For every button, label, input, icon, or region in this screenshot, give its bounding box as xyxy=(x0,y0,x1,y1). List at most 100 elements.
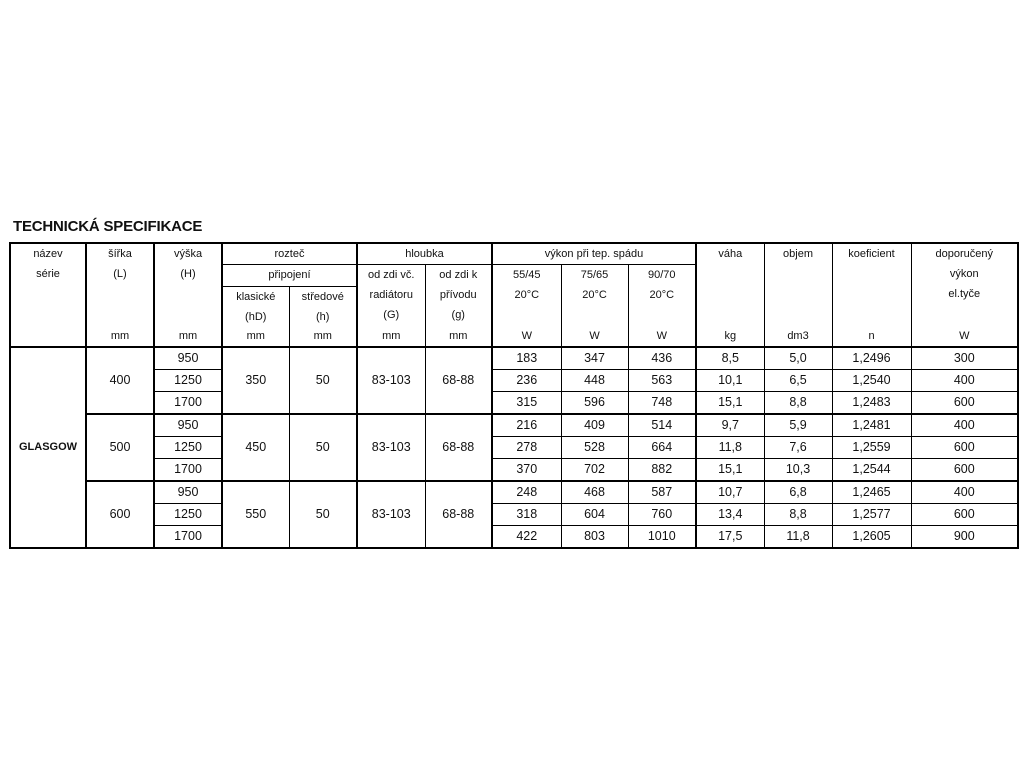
output-90-70-value: 563 xyxy=(627,368,697,392)
weight-value: 9,7 xyxy=(695,412,765,437)
depth-g-value: 68-88 xyxy=(424,412,493,481)
weight-value: 15,1 xyxy=(695,457,765,481)
table-row: 1250 236 448 563 10,1 6,5 1,2540 400 xyxy=(10,368,1019,392)
volume-value: 6,8 xyxy=(763,479,833,504)
coefficient-value: 1,2483 xyxy=(831,390,912,414)
output-75-65-value: 347 xyxy=(560,345,629,370)
volume-value: 8,8 xyxy=(763,502,833,526)
header-label: radiátoru xyxy=(369,289,413,301)
header-label: (hD) xyxy=(245,311,267,323)
col-connection: připojení xyxy=(221,264,358,287)
table-row: 1700 315 596 748 15,1 8,8 1,2483 600 xyxy=(10,390,1019,414)
series-name: GLASGOW xyxy=(9,345,87,548)
weight-value: 10,1 xyxy=(695,368,765,392)
header-label: (G) xyxy=(383,309,400,321)
table-row: 1250 278 528 664 11,8 7,6 1,2559 600 xyxy=(10,435,1019,459)
header-label: kg xyxy=(724,329,737,342)
recommended-power-value: 400 xyxy=(910,479,1019,504)
output-55-45-value: 422 xyxy=(491,524,562,548)
header-label: (H) xyxy=(180,268,196,280)
weight-value: 17,5 xyxy=(695,524,765,548)
col-out-55-45: 55/45 20°C W xyxy=(491,264,562,347)
output-75-65-value: 596 xyxy=(560,390,629,414)
volume-value: 5,9 xyxy=(763,412,833,437)
recommended-power-value: 600 xyxy=(910,390,1019,414)
col-weight: váha kg xyxy=(695,242,765,347)
output-90-70-value: 882 xyxy=(627,457,697,481)
height-value: 950 xyxy=(153,345,223,370)
header-label: výkon xyxy=(949,268,979,280)
output-90-70-value: 1010 xyxy=(627,524,697,548)
output-90-70-value: 436 xyxy=(627,345,697,370)
coefficient-value: 1,2540 xyxy=(831,368,912,392)
header-label: od zdi k xyxy=(439,269,478,281)
header-label: (L) xyxy=(113,268,127,280)
height-value: 1250 xyxy=(153,502,223,526)
header-label: W xyxy=(656,329,667,342)
col-volume: objem dm3 xyxy=(763,242,833,347)
height-value: 1700 xyxy=(153,390,223,414)
output-55-45-value: 315 xyxy=(491,390,562,414)
header-label: 20°C xyxy=(582,289,607,301)
spec-table: název série šířka (L) mm výška (H) mm rozteč … xyxy=(9,242,1020,549)
header-label: klasické xyxy=(236,291,276,303)
col-depth-G: od zdi vč. radiátoru (G) mm xyxy=(356,264,426,347)
col-depth: hloubka xyxy=(355,242,493,265)
height-value: 1700 xyxy=(153,457,223,481)
header-label: n xyxy=(868,329,875,342)
output-55-45-value: 278 xyxy=(491,435,562,459)
table-row: GLASGOW 400 950 350 50 83-103 68-88 183 347 436 8,… xyxy=(9,345,1019,548)
volume-value: 8,8 xyxy=(763,390,833,414)
col-rec: doporučený výkon el.tyče W xyxy=(910,242,1019,347)
output-75-65-value: 409 xyxy=(560,412,629,437)
volume-value: 11,8 xyxy=(763,524,833,548)
depth-g-value: 68-88 xyxy=(424,345,493,414)
output-90-70-value: 587 xyxy=(627,479,697,504)
output-75-65-value: 468 xyxy=(560,479,629,504)
weight-value: 13,4 xyxy=(695,502,765,526)
pitch-classic-value: 350 xyxy=(221,345,290,414)
weight-value: 15,1 xyxy=(695,390,765,414)
output-90-70-value: 514 xyxy=(627,412,697,437)
page-title: TECHNICKÁ SPECIFIKACE xyxy=(13,218,203,235)
col-depth-g: od zdi k přívodu (g) mm xyxy=(424,264,493,347)
header-label: el.tyče xyxy=(948,288,981,300)
recommended-power-value: 600 xyxy=(910,435,1019,459)
depth-G-value: 83-103 xyxy=(356,479,426,548)
output-75-65-value: 604 xyxy=(560,502,629,526)
volume-value: 7,6 xyxy=(763,435,833,459)
col-width: šířka (L) mm xyxy=(85,242,155,347)
header-label: 55/45 xyxy=(513,269,541,281)
width-value: 400 xyxy=(85,345,155,414)
header-label: mm xyxy=(246,329,265,342)
coefficient-value: 1,2496 xyxy=(831,345,912,370)
depth-g-value: 68-88 xyxy=(424,479,493,548)
coefficient-value: 1,2544 xyxy=(831,457,912,481)
width-value: 600 xyxy=(85,479,155,548)
output-90-70-value: 664 xyxy=(627,435,697,459)
pitch-classic-value: 550 xyxy=(221,479,290,548)
output-75-65-value: 528 xyxy=(560,435,629,459)
output-55-45-value: 318 xyxy=(491,502,562,526)
coefficient-value: 1,2481 xyxy=(831,412,912,437)
col-series: název série xyxy=(9,242,87,347)
recommended-power-value: 600 xyxy=(910,457,1019,481)
pitch-classic-value: 450 xyxy=(221,412,290,481)
weight-value: 8,5 xyxy=(695,345,765,370)
coefficient-value: 1,2605 xyxy=(831,524,912,548)
output-55-45-value: 216 xyxy=(491,412,562,437)
table-header: název série šířka (L) mm výška (H) mm rozteč … xyxy=(9,242,1019,347)
table-body: GLASGOW 400 950 350 50 83-103 68-88 183 347 436 8,… xyxy=(9,345,1019,548)
col-classic: klasické (hD) mm xyxy=(221,286,290,347)
header-label: mm xyxy=(449,329,468,342)
depth-G-value: 83-103 xyxy=(356,412,426,481)
height-value: 1250 xyxy=(153,368,223,392)
output-75-65-value: 448 xyxy=(560,368,629,392)
coefficient-value: 1,2559 xyxy=(831,435,912,459)
output-55-45-value: 236 xyxy=(491,368,562,392)
header-label: W xyxy=(521,329,532,342)
header-label: koeficient xyxy=(848,248,895,260)
header-label: (h) xyxy=(316,311,330,323)
header-label: 20°C xyxy=(649,289,675,301)
weight-value: 10,7 xyxy=(695,479,765,504)
